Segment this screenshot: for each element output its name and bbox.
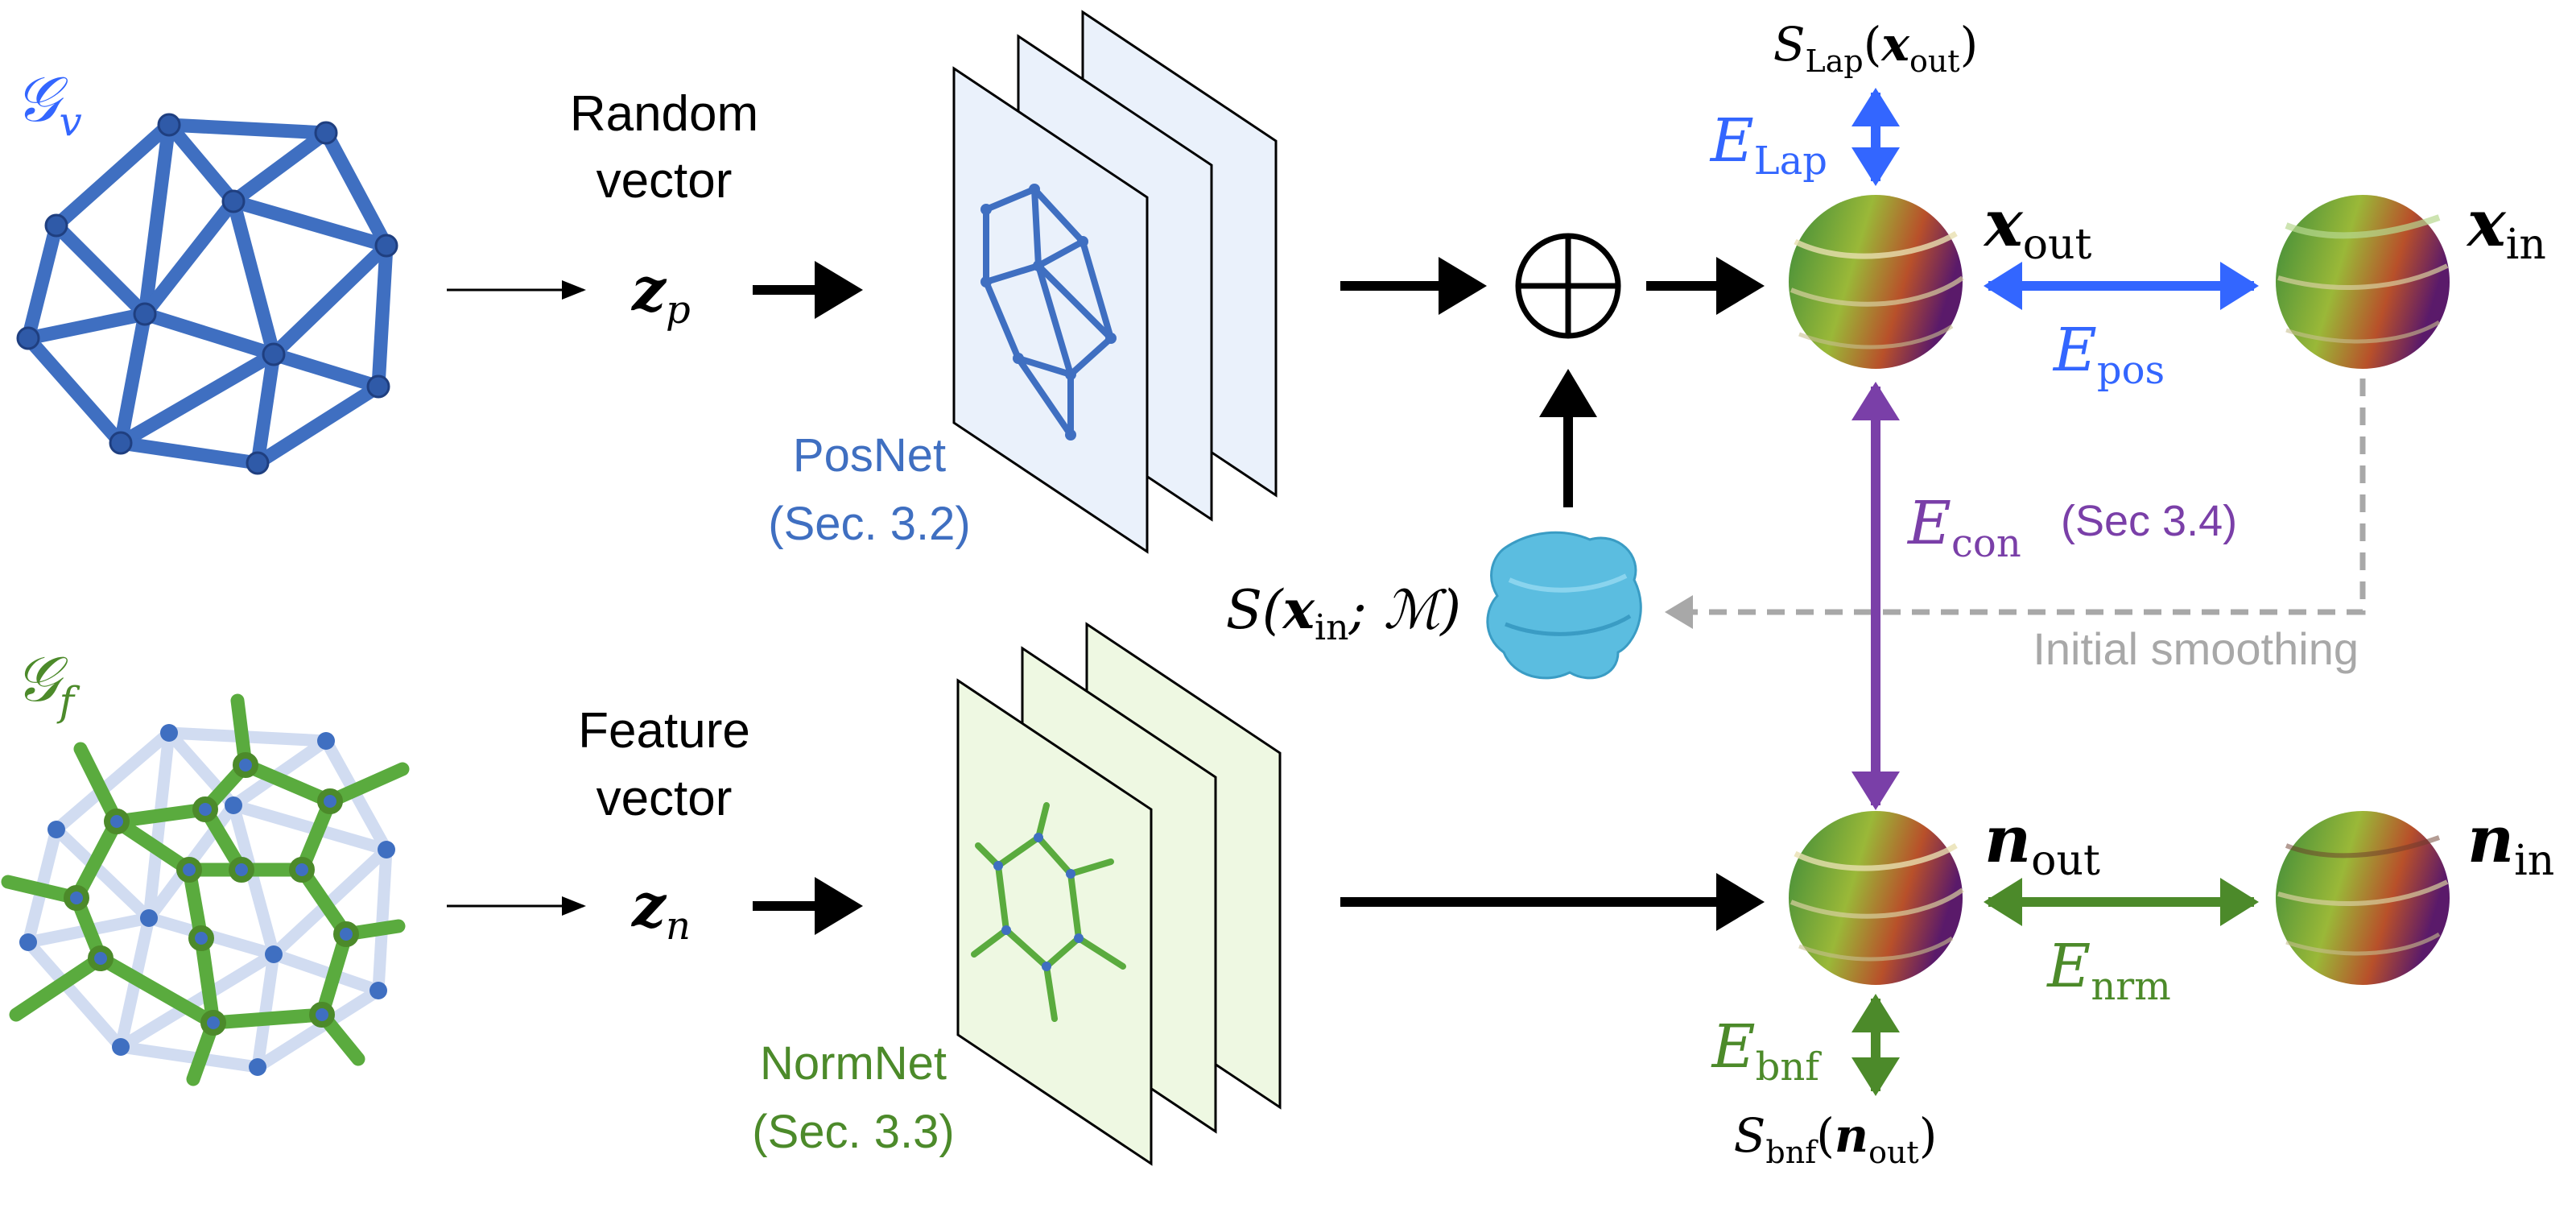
e-pos-label: Epos <box>2052 316 2165 393</box>
n-in-label: nin <box>2467 801 2554 885</box>
e-con-label: Econ <box>1906 489 2021 566</box>
e-nrm-label: Enrm <box>2046 932 2170 1009</box>
posnet-label: PosNet <box>793 429 946 482</box>
normnet-section-label: (Sec. 3.3) <box>752 1106 954 1158</box>
face-graph-gf: 𝒢f <box>1 643 410 1086</box>
feature-vector-label-2: vector <box>597 771 733 826</box>
gf-label: 𝒢f <box>14 643 80 725</box>
normnet-panels <box>956 622 1282 1166</box>
n-out-label: nout <box>1984 801 2100 885</box>
normnet-label: NormNet <box>760 1037 947 1090</box>
random-vector-label-1: Random <box>570 86 758 142</box>
initial-smoothing-arrow <box>1665 379 2366 629</box>
s-bnf-label: Sbnf(nout) <box>1734 1108 1938 1170</box>
gv-label: 𝒢v <box>14 64 82 145</box>
e-bnf-label: Ebnf <box>1711 1012 1823 1090</box>
x-in-label: xin <box>2466 185 2546 269</box>
oplus-symbol <box>1515 233 1621 339</box>
z-n-label: zn <box>630 871 691 949</box>
e-con-section-label: (Sec 3.4) <box>2061 497 2237 545</box>
random-vector-label-2: vector <box>597 153 733 209</box>
x-out-sphere <box>1789 195 1964 369</box>
s-lap-label: SLap(xout) <box>1773 17 1978 79</box>
n-in-sphere <box>2276 811 2450 985</box>
x-in-sphere <box>2276 195 2450 369</box>
vertex-graph-gv: 𝒢v <box>14 64 398 475</box>
z-p-label: zp <box>630 255 691 333</box>
initial-smoothing-label: Initial smoothing <box>2033 623 2359 674</box>
smoothed-shape <box>1486 531 1642 680</box>
posnet-section-label: (Sec. 3.2) <box>768 498 970 550</box>
n-out-sphere <box>1789 811 1964 985</box>
posnet-panels <box>952 10 1278 554</box>
e-lap-label: ELap <box>1709 106 1827 184</box>
feature-vector-label-1: Feature <box>578 703 750 759</box>
x-out-label: xout <box>1983 185 2092 269</box>
smoothing-operator-label: S(xin; ℳ) <box>1226 578 1461 648</box>
